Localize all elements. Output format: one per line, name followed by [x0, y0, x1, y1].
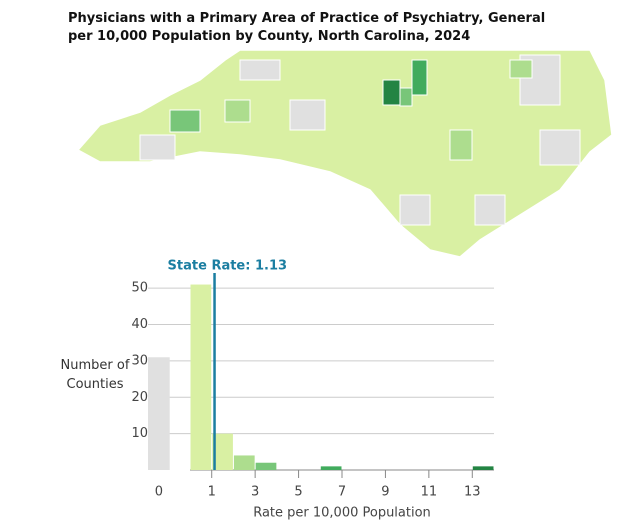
y-tick-label: 30 — [131, 353, 148, 368]
county — [399, 87, 413, 107]
x-tick-label: 9 — [381, 485, 389, 500]
x-tick-label: 0 — [155, 485, 163, 500]
bar — [472, 466, 494, 470]
y-tick-label: 10 — [131, 426, 148, 441]
county-map — [76, 49, 613, 258]
x-tick-label: 13 — [464, 485, 481, 500]
county — [224, 99, 251, 123]
county — [239, 59, 281, 81]
county — [411, 59, 428, 96]
county — [539, 129, 581, 166]
x-tick-label: 1 — [208, 485, 216, 500]
bar — [233, 455, 255, 470]
bar — [255, 462, 277, 470]
chart-title: Physicians with a Primary Area of Practi… — [68, 11, 546, 44]
county — [289, 99, 326, 131]
bar — [320, 466, 342, 470]
x-tick-label: 3 — [251, 485, 259, 500]
county — [139, 134, 176, 161]
y-tick-label: 50 — [131, 281, 148, 296]
county — [382, 79, 401, 106]
y-axis-label: Number of Counties — [60, 358, 130, 392]
county — [449, 129, 473, 161]
bar — [212, 433, 233, 470]
bar — [190, 284, 212, 470]
x-tick-label: 11 — [421, 485, 438, 500]
bar — [148, 357, 170, 470]
y-tick-label: 40 — [131, 317, 148, 332]
x-axis-label: Rate per 10,000 Population — [253, 506, 431, 521]
reference-label: State Rate: 1.13 — [168, 259, 288, 274]
x-tick-label: 7 — [338, 485, 346, 500]
county — [509, 59, 533, 79]
county — [474, 194, 506, 226]
x-tick-label: 5 — [294, 485, 302, 500]
county — [399, 194, 431, 226]
y-tick-label: 20 — [131, 390, 148, 405]
county — [169, 109, 201, 133]
